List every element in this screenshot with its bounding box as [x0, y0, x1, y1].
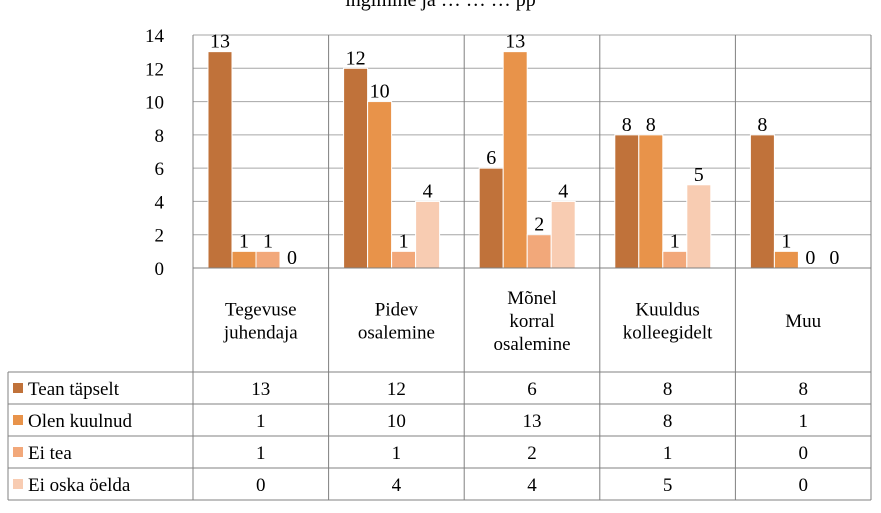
y-tick-label: 6 — [155, 159, 165, 180]
bar — [773, 250, 799, 269]
bar — [255, 250, 281, 269]
bar — [391, 250, 417, 269]
category-label: Kuuldus — [635, 300, 699, 321]
table-cell: 2 — [527, 443, 537, 464]
legend-swatch — [13, 415, 23, 425]
bar — [686, 184, 712, 269]
bar — [662, 250, 688, 269]
category-label: Tegevuse — [225, 300, 296, 321]
category-label: Pidev — [375, 300, 419, 321]
table-cell: 6 — [527, 379, 537, 400]
bar — [614, 134, 640, 269]
legend-swatch — [13, 383, 23, 393]
data-label: 1 — [263, 230, 273, 252]
bar — [749, 134, 775, 269]
data-label: 6 — [486, 147, 496, 169]
data-label: 10 — [370, 81, 390, 103]
y-tick-label: 4 — [155, 192, 165, 213]
data-label: 1 — [239, 230, 249, 252]
y-tick-label: 10 — [145, 93, 164, 114]
data-label: 1 — [670, 230, 680, 252]
table-cell: 12 — [387, 379, 406, 400]
bar — [638, 134, 664, 269]
y-tick-label: 0 — [155, 259, 165, 280]
legend-swatch — [13, 447, 23, 457]
y-axis: 0 2 4 6 8 10 12 14 — [145, 26, 165, 280]
data-label: 0 — [829, 247, 839, 269]
bar — [478, 167, 504, 269]
table-cell: 1 — [663, 443, 673, 464]
table-cell: 1 — [256, 443, 266, 464]
table-cell: 0 — [256, 475, 266, 496]
table-cell: 10 — [387, 411, 406, 432]
caption-fragment: ingimine ja … … … pp — [345, 0, 536, 11]
category-label: osalemine — [493, 334, 570, 355]
data-label: 12 — [346, 47, 366, 69]
data-label: 4 — [423, 180, 433, 202]
data-label: 0 — [287, 247, 297, 269]
legend-label: Tean täpselt — [28, 379, 120, 400]
data-label: 1 — [781, 230, 791, 252]
table-cell: 13 — [251, 379, 270, 400]
bars — [207, 51, 799, 269]
bar — [526, 234, 552, 269]
category-label: kolleegidelt — [623, 323, 713, 344]
y-tick-label: 8 — [155, 126, 165, 147]
data-label: 13 — [210, 31, 230, 53]
data-label: 8 — [757, 114, 767, 136]
bar — [367, 101, 393, 269]
table-cell: 4 — [527, 475, 537, 496]
data-label: 2 — [534, 214, 544, 236]
bar — [550, 200, 576, 269]
table-cell: 8 — [798, 379, 808, 400]
table-cell: 0 — [798, 475, 808, 496]
bar — [231, 250, 257, 269]
table-cell: 4 — [392, 475, 402, 496]
category-label: juhendaja — [223, 323, 298, 344]
data-label: 8 — [646, 114, 656, 136]
data-table: TegevusejuhendajaPidevosalemineMõnelkorr… — [7, 35, 872, 501]
data-label: 13 — [505, 31, 525, 53]
category-label: Mõnel — [507, 288, 557, 309]
legend-swatch — [13, 479, 23, 489]
table-cell: 13 — [523, 411, 542, 432]
table-cell: 1 — [392, 443, 402, 464]
table-cell: 8 — [663, 379, 673, 400]
legend-label: Ei tea — [28, 443, 72, 464]
y-tick-label: 14 — [145, 26, 165, 47]
table-cell: 1 — [256, 411, 266, 432]
bar — [415, 200, 441, 269]
table-cell: 0 — [798, 443, 808, 464]
y-tick-label: 2 — [155, 226, 165, 247]
data-label: 5 — [694, 164, 704, 186]
category-label: osalemine — [358, 323, 435, 344]
table-cell: 8 — [663, 411, 673, 432]
category-label: Muu — [785, 311, 821, 332]
bar — [502, 51, 528, 269]
table-cell: 1 — [798, 411, 808, 432]
table-cell: 5 — [663, 475, 673, 496]
bar — [343, 67, 369, 269]
data-label: 0 — [805, 247, 815, 269]
data-label: 1 — [399, 230, 409, 252]
legend-label: Ei oska öelda — [28, 475, 131, 496]
legend-label: Olen kuulnud — [28, 411, 132, 432]
data-label: 4 — [558, 180, 568, 202]
category-label: korral — [509, 311, 554, 332]
y-tick-label: 12 — [145, 59, 164, 80]
bar — [207, 51, 233, 269]
data-label: 8 — [622, 114, 632, 136]
